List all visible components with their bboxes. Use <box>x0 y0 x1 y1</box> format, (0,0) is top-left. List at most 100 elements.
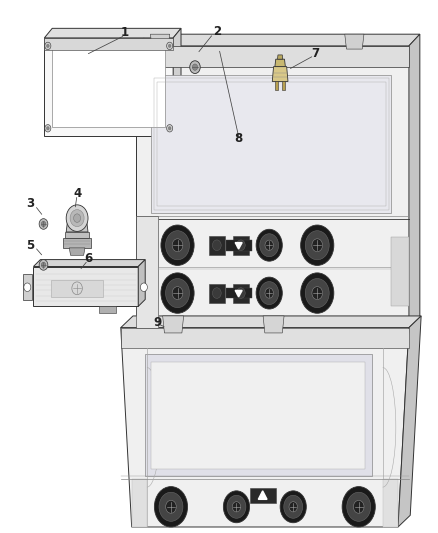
Text: 3: 3 <box>26 197 35 211</box>
Polygon shape <box>226 288 252 298</box>
Circle shape <box>265 288 273 298</box>
Circle shape <box>159 492 183 521</box>
Circle shape <box>166 42 173 50</box>
Circle shape <box>284 495 303 518</box>
Polygon shape <box>145 354 372 477</box>
Polygon shape <box>151 362 365 469</box>
Circle shape <box>260 234 279 257</box>
Polygon shape <box>136 34 420 46</box>
Circle shape <box>45 42 51 50</box>
Polygon shape <box>162 316 184 333</box>
Circle shape <box>166 279 190 308</box>
Polygon shape <box>65 232 89 238</box>
Circle shape <box>46 44 49 47</box>
Polygon shape <box>258 491 267 499</box>
Circle shape <box>154 487 187 527</box>
Polygon shape <box>398 316 421 527</box>
Polygon shape <box>139 274 149 300</box>
Circle shape <box>141 283 148 292</box>
Circle shape <box>46 127 49 130</box>
Circle shape <box>305 279 329 308</box>
Polygon shape <box>66 221 88 232</box>
Polygon shape <box>44 38 173 50</box>
Polygon shape <box>275 82 278 90</box>
Polygon shape <box>136 46 409 67</box>
Circle shape <box>305 231 329 260</box>
Polygon shape <box>44 28 181 38</box>
Polygon shape <box>278 55 283 59</box>
Polygon shape <box>99 306 117 313</box>
Circle shape <box>166 125 173 132</box>
Polygon shape <box>272 67 288 82</box>
Text: 1: 1 <box>121 26 129 39</box>
Text: 9: 9 <box>154 316 162 329</box>
Polygon shape <box>209 284 225 303</box>
Circle shape <box>237 240 245 251</box>
Circle shape <box>161 273 194 313</box>
Polygon shape <box>383 479 398 527</box>
Polygon shape <box>136 216 158 328</box>
Circle shape <box>300 273 334 313</box>
Circle shape <box>223 491 250 523</box>
Circle shape <box>312 239 322 252</box>
Polygon shape <box>33 266 138 306</box>
Polygon shape <box>235 243 242 249</box>
Text: 7: 7 <box>311 47 319 60</box>
Polygon shape <box>136 46 409 328</box>
Polygon shape <box>44 38 173 136</box>
Polygon shape <box>275 59 286 67</box>
Polygon shape <box>63 238 91 248</box>
Circle shape <box>227 495 246 518</box>
Polygon shape <box>33 260 145 266</box>
Polygon shape <box>173 28 181 136</box>
Polygon shape <box>138 260 145 306</box>
Text: 5: 5 <box>26 239 35 252</box>
Polygon shape <box>22 274 32 300</box>
Circle shape <box>347 492 371 521</box>
Circle shape <box>24 283 31 292</box>
Circle shape <box>39 219 48 229</box>
Polygon shape <box>233 284 249 303</box>
Circle shape <box>212 288 221 298</box>
Polygon shape <box>233 236 249 255</box>
Polygon shape <box>226 240 252 251</box>
Polygon shape <box>282 82 285 90</box>
Circle shape <box>45 125 51 132</box>
Polygon shape <box>121 328 409 527</box>
Circle shape <box>289 502 297 512</box>
Circle shape <box>66 205 88 231</box>
Polygon shape <box>51 280 103 297</box>
Circle shape <box>256 277 283 309</box>
Polygon shape <box>151 75 392 213</box>
Circle shape <box>192 64 198 70</box>
Circle shape <box>265 240 273 251</box>
Text: 6: 6 <box>84 252 92 265</box>
Circle shape <box>172 239 183 252</box>
Polygon shape <box>121 316 421 328</box>
Text: 8: 8 <box>234 132 243 146</box>
Circle shape <box>342 487 375 527</box>
Circle shape <box>70 209 84 227</box>
Polygon shape <box>150 34 170 49</box>
Circle shape <box>280 491 306 523</box>
Circle shape <box>256 229 283 261</box>
Circle shape <box>74 214 81 222</box>
Circle shape <box>166 231 190 260</box>
Circle shape <box>212 240 221 251</box>
Polygon shape <box>209 236 225 255</box>
Polygon shape <box>52 47 165 127</box>
Polygon shape <box>121 328 409 348</box>
Polygon shape <box>250 488 276 503</box>
Circle shape <box>41 262 46 268</box>
Circle shape <box>166 500 176 513</box>
Polygon shape <box>345 34 364 49</box>
Circle shape <box>260 281 279 304</box>
Polygon shape <box>69 248 85 255</box>
Text: 4: 4 <box>73 187 81 200</box>
Circle shape <box>300 225 334 265</box>
Circle shape <box>312 287 322 300</box>
Circle shape <box>232 502 240 512</box>
Polygon shape <box>132 479 147 527</box>
Circle shape <box>172 287 183 300</box>
Circle shape <box>353 500 364 513</box>
